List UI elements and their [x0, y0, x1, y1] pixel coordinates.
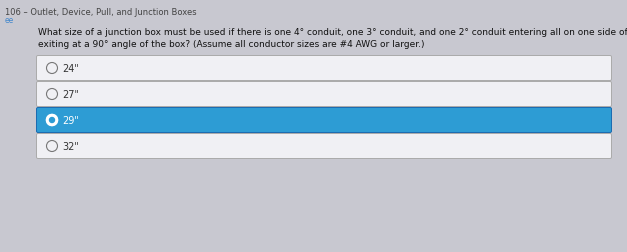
FancyBboxPatch shape: [36, 134, 611, 159]
Circle shape: [46, 63, 58, 74]
Circle shape: [46, 89, 58, 100]
FancyBboxPatch shape: [36, 82, 611, 107]
Circle shape: [50, 118, 55, 123]
FancyBboxPatch shape: [36, 56, 611, 81]
Text: 32": 32": [62, 141, 79, 151]
Text: exiting at a 90° angle of the box? (Assume all conductor sizes are #4 AWG or lar: exiting at a 90° angle of the box? (Assu…: [38, 40, 424, 49]
Text: What size of a junction box must be used if there is one 4° conduit, one 3° cond: What size of a junction box must be used…: [38, 28, 627, 37]
FancyBboxPatch shape: [36, 108, 611, 133]
Circle shape: [46, 141, 58, 152]
Text: 29": 29": [62, 115, 79, 125]
Text: 106 – Outlet, Device, Pull, and Junction Boxes: 106 – Outlet, Device, Pull, and Junction…: [5, 8, 197, 17]
Text: 27": 27": [62, 90, 79, 100]
Text: ee: ee: [5, 16, 14, 25]
Text: 24": 24": [62, 64, 79, 74]
Circle shape: [46, 115, 58, 126]
